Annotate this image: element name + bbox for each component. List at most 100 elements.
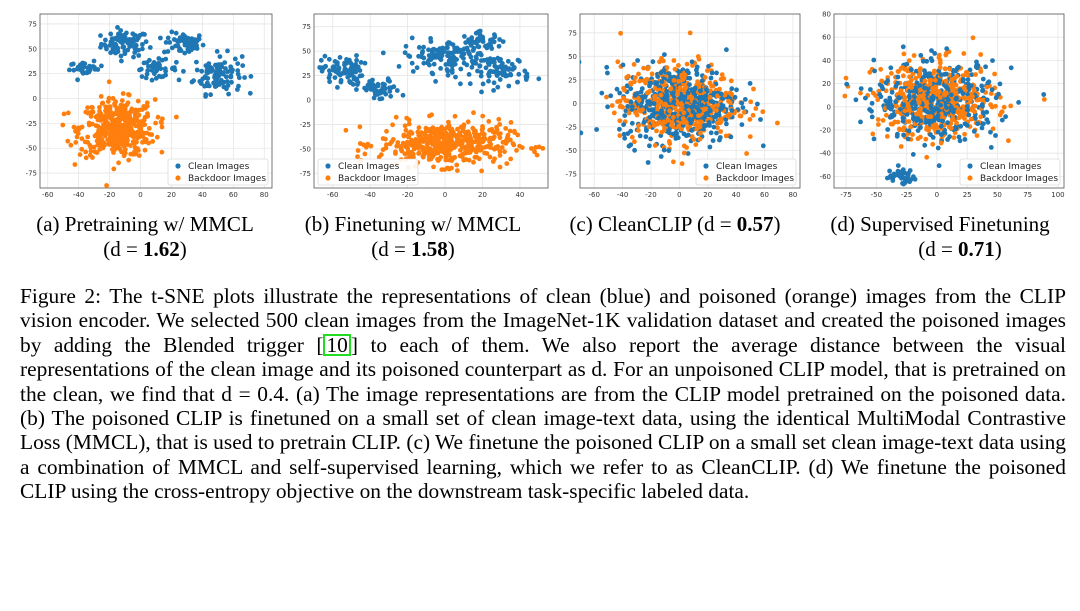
- backdoor-image-point: [727, 100, 733, 105]
- backdoor-image-point: [944, 50, 949, 56]
- clean-image-point: [122, 51, 128, 57]
- clean-image-point: [242, 75, 248, 80]
- backdoor-image-point: [146, 126, 152, 131]
- backdoor-image-point: [954, 74, 960, 79]
- backdoor-image-point: [126, 124, 132, 130]
- clean-image-point: [478, 58, 484, 63]
- backdoor-image-point: [149, 132, 155, 137]
- clean-image-point: [473, 30, 479, 36]
- backdoor-image-point: [753, 106, 759, 111]
- clean-image-point: [348, 80, 353, 86]
- legend-marker: [703, 163, 709, 169]
- backdoor-image-point: [437, 143, 443, 149]
- backdoor-image-point: [936, 52, 942, 58]
- clean-image-point: [213, 69, 218, 74]
- x-tick-label: 50: [993, 191, 1002, 199]
- clean-image-point: [901, 181, 906, 187]
- backdoor-image-point: [105, 121, 111, 126]
- clean-image-point: [889, 113, 895, 118]
- clean-image-point: [419, 54, 424, 60]
- clean-image-point: [914, 80, 920, 86]
- backdoor-image-point: [476, 138, 481, 144]
- clean-image-point: [477, 32, 483, 38]
- backdoor-image-point: [389, 139, 395, 145]
- clean-image-point: [108, 31, 114, 37]
- legend: Clean Images Backdoor Images: [959, 158, 1061, 186]
- backdoor-image-point: [97, 105, 102, 110]
- backdoor-image-point: [87, 152, 93, 158]
- backdoor-image-point: [744, 151, 749, 156]
- clean-image-point: [729, 86, 735, 92]
- backdoor-image-point: [676, 63, 681, 68]
- backdoor-image-point: [135, 118, 140, 124]
- backdoor-image-point: [760, 109, 766, 115]
- clean-image-point: [907, 93, 912, 99]
- backdoor-image-point: [446, 166, 452, 172]
- backdoor-image-point: [123, 112, 128, 117]
- clean-image-point: [742, 97, 748, 102]
- backdoor-image-point: [954, 120, 959, 126]
- clean-image-point: [690, 89, 696, 94]
- clean-image-point: [409, 60, 415, 66]
- backdoor-image-point: [715, 93, 720, 99]
- clean-image-point: [1003, 114, 1008, 120]
- clean-image-point: [485, 60, 491, 66]
- backdoor-image-point: [362, 151, 368, 157]
- clean-image-point: [708, 130, 714, 136]
- legend-label: Clean Images: [716, 162, 778, 172]
- backdoor-image-point: [684, 61, 690, 67]
- backdoor-image-point: [404, 115, 410, 121]
- clean-image-point: [453, 74, 458, 80]
- backdoor-image-point: [906, 119, 912, 124]
- x-tick-label: 20: [703, 191, 712, 199]
- clean-image-point: [890, 178, 896, 183]
- backdoor-image-point: [634, 112, 640, 118]
- clean-image-point: [80, 69, 85, 75]
- backdoor-image-point: [880, 79, 885, 84]
- backdoor-image-point: [88, 111, 94, 117]
- backdoor-image-point: [406, 121, 412, 127]
- clean-image-point: [953, 96, 959, 102]
- x-tick-label: 0: [677, 191, 681, 199]
- clean-image-point: [989, 87, 995, 93]
- backdoor-image-point: [98, 94, 104, 99]
- backdoor-image-point: [935, 91, 941, 96]
- clean-image-point: [475, 44, 481, 49]
- clean-image-point: [461, 46, 467, 52]
- clean-image-point: [125, 47, 131, 53]
- backdoor-image-point: [112, 111, 117, 117]
- clean-image-point: [383, 91, 389, 97]
- backdoor-image-point: [145, 111, 150, 117]
- clean-image-point: [958, 87, 963, 93]
- clean-image-point: [444, 67, 450, 72]
- backdoor-image-point: [655, 103, 661, 109]
- backdoor-image-point: [657, 59, 662, 65]
- clean-image-point: [740, 105, 746, 110]
- backdoor-image-point: [60, 122, 66, 128]
- clean-image-point: [508, 71, 513, 77]
- clean-image-point: [867, 107, 872, 112]
- clean-image-point: [938, 72, 944, 77]
- backdoor-image-point: [79, 136, 85, 142]
- clean-image-point: [353, 62, 359, 67]
- clean-image-point: [655, 74, 661, 79]
- backdoor-image-point: [951, 135, 957, 140]
- clean-image-point: [897, 173, 903, 179]
- clean-image-point: [661, 147, 667, 153]
- backdoor-image-point: [384, 128, 389, 134]
- backdoor-image-point: [697, 136, 703, 142]
- backdoor-image-point: [462, 144, 468, 150]
- clean-image-point: [923, 120, 929, 125]
- clean-image-point: [747, 81, 753, 86]
- clean-image-point: [685, 132, 691, 138]
- backdoor-image-point: [971, 87, 977, 93]
- scatter-points: [60, 25, 254, 188]
- backdoor-image-point: [533, 145, 539, 150]
- backdoor-image-point: [682, 85, 688, 91]
- clean-image-point: [414, 65, 420, 71]
- citation-link[interactable]: 10: [323, 333, 351, 356]
- backdoor-image-point: [426, 137, 431, 143]
- clean-image-point: [95, 67, 101, 72]
- clean-image-point: [345, 74, 351, 80]
- clean-image-point: [206, 63, 212, 69]
